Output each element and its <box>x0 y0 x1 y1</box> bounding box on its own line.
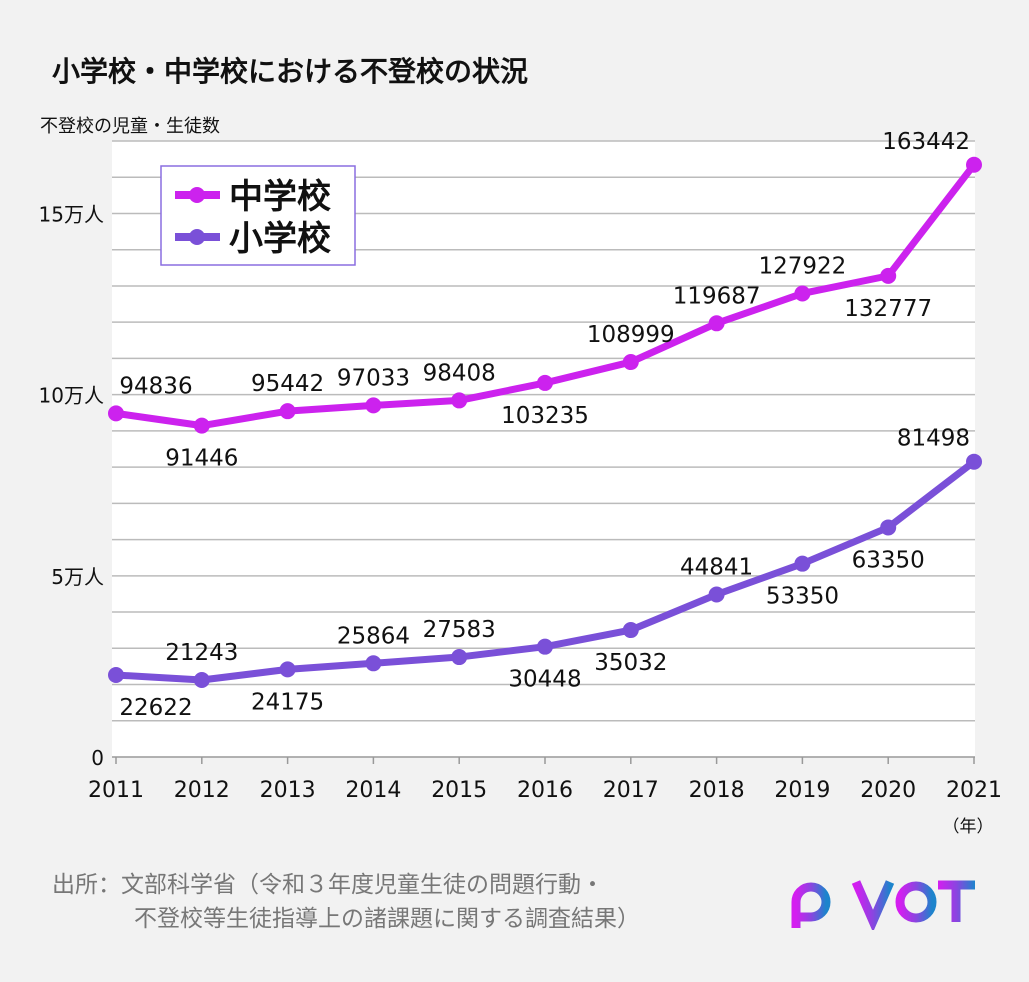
x-unit-label: （年） <box>943 817 994 837</box>
data-label: 95442 <box>251 371 324 397</box>
x-tick-label: 2012 <box>174 778 230 803</box>
data-label: 35032 <box>594 650 667 676</box>
data-label: 119687 <box>673 283 761 309</box>
data-point <box>966 453 982 470</box>
data-label: 91446 <box>165 446 238 472</box>
data-label: 132777 <box>844 296 932 322</box>
y-tick-label: 5万人 <box>51 565 104 589</box>
legend-swatch-dot <box>189 187 205 203</box>
data-label: 22622 <box>119 695 192 721</box>
data-label: 98408 <box>423 360 496 386</box>
source-line-2: 不登校等生徒指導上の諸課題に関する調査結果） <box>134 906 640 932</box>
data-point <box>365 397 382 414</box>
data-point <box>279 661 296 678</box>
data-label: 25864 <box>337 623 410 649</box>
source-line-1: 出所：文部科学省（令和３年度児童生徒の問題行動・ <box>52 872 604 898</box>
data-point <box>279 403 296 420</box>
data-point <box>451 392 468 409</box>
x-tick-label: 2016 <box>517 778 573 803</box>
x-tick-label: 2011 <box>88 778 144 803</box>
data-label: 63350 <box>852 547 925 573</box>
data-point <box>622 622 639 639</box>
data-point <box>108 667 124 684</box>
data-point <box>880 267 897 284</box>
data-label: 24175 <box>251 689 324 715</box>
data-label: 163442 <box>882 129 970 155</box>
y-tick-label: 15万人 <box>39 202 104 226</box>
data-point <box>365 655 382 672</box>
x-tick-label: 2020 <box>860 778 916 803</box>
data-point <box>966 156 982 173</box>
data-label: 21243 <box>165 640 238 666</box>
data-point <box>193 417 210 434</box>
legend-label: 小学校 <box>229 219 331 259</box>
data-label: 97033 <box>337 365 410 391</box>
x-tick-label: 2017 <box>603 778 659 803</box>
data-point <box>794 555 811 572</box>
y-tick-label: 10万人 <box>39 384 104 408</box>
chart-title: 小学校・中学校における不登校の状況 <box>52 55 529 88</box>
data-label: 27583 <box>423 617 496 643</box>
data-label: 108999 <box>587 322 675 348</box>
data-point <box>708 586 725 603</box>
data-label: 81498 <box>897 426 970 452</box>
data-point <box>193 672 210 689</box>
data-label: 44841 <box>680 555 753 581</box>
source-note: 出所：文部科学省（令和３年度児童生徒の問題行動・ 不登校等生徒指導上の諸課題に関… <box>52 868 640 936</box>
x-tick-label: 2013 <box>260 778 316 803</box>
y-axis-title: 不登校の児童・生徒数 <box>40 116 220 137</box>
data-label: 94836 <box>119 373 192 399</box>
data-point <box>880 519 897 536</box>
data-point <box>708 315 725 332</box>
x-tick-label: 2014 <box>345 778 401 803</box>
data-label: 103235 <box>501 403 589 429</box>
data-point <box>794 285 811 302</box>
data-point <box>537 374 553 391</box>
x-tick-label: 2018 <box>689 778 745 803</box>
data-label: 30448 <box>508 667 581 693</box>
x-tick-label: 2015 <box>431 778 487 803</box>
x-tick-label: 2021 <box>946 778 1002 803</box>
data-point <box>451 649 468 666</box>
data-point <box>537 638 553 655</box>
data-point <box>108 405 124 422</box>
x-tick-label: 2019 <box>774 778 830 803</box>
data-point <box>622 354 639 371</box>
data-label: 53350 <box>766 584 839 610</box>
pivot-logo <box>791 880 975 930</box>
legend-swatch-dot <box>189 229 205 245</box>
legend <box>160 165 356 266</box>
legend-label: 中学校 <box>229 177 331 217</box>
y-tick-label: 0 <box>91 746 104 770</box>
data-label: 127922 <box>758 253 846 279</box>
